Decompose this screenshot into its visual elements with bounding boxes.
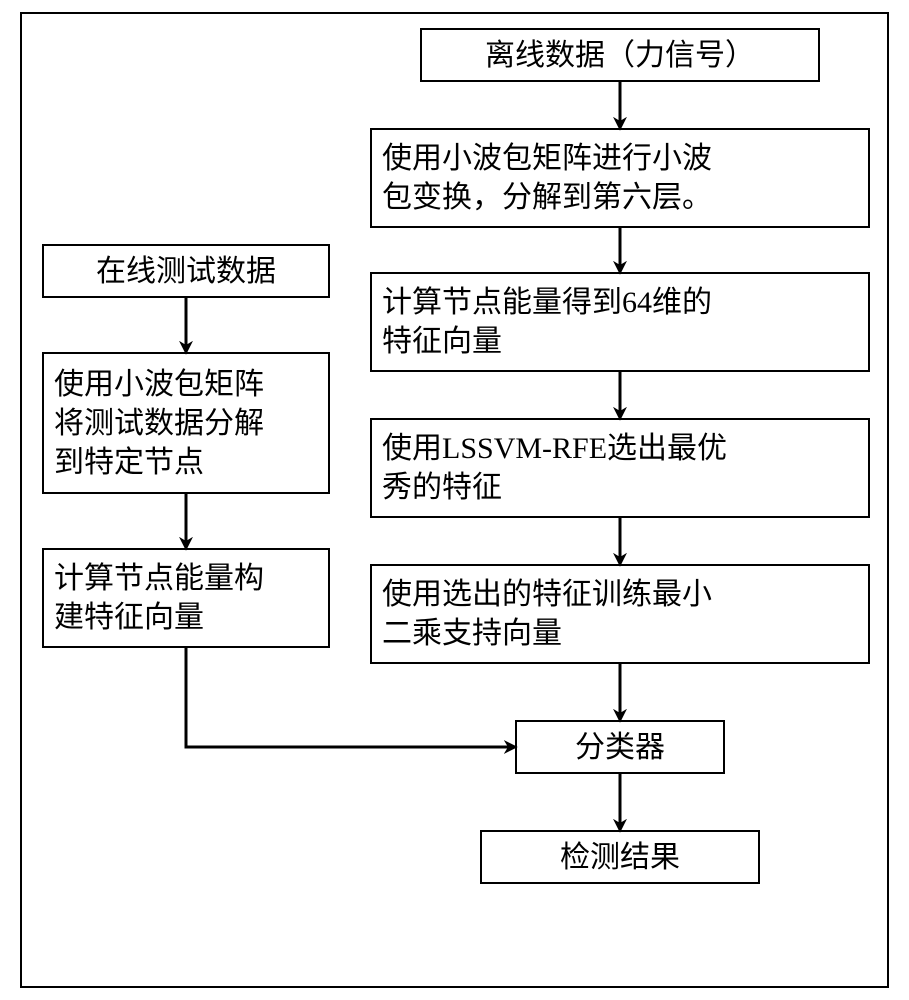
node-n8: 在线测试数据 (42, 244, 330, 298)
node-n5: 使用选出的特征训练最小二乘支持向量 (370, 564, 870, 664)
node-n3: 计算节点能量得到64维的特征向量 (370, 272, 870, 372)
node-n1: 离线数据（力信号） (420, 28, 820, 82)
node-n7: 检测结果 (480, 830, 760, 884)
node-n2: 使用小波包矩阵进行小波包变换，分解到第六层。 (370, 128, 870, 228)
node-n9: 使用小波包矩阵将测试数据分解到特定节点 (42, 352, 330, 494)
node-n6: 分类器 (515, 720, 725, 774)
node-n10: 计算节点能量构建特征向量 (42, 548, 330, 648)
node-n4: 使用LSSVM-RFE选出最优秀的特征 (370, 418, 870, 518)
